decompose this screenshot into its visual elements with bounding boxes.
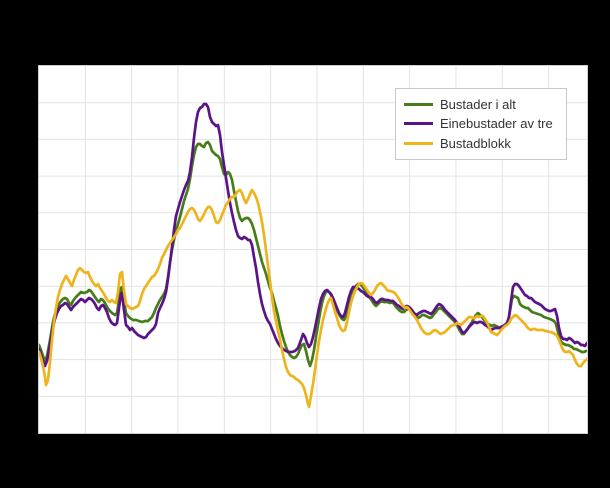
legend-label: Bustadblokk <box>440 135 511 151</box>
legend-swatch-purple <box>404 122 433 126</box>
legend: Bustader i alt Einebustader av tre Busta… <box>395 88 567 160</box>
legend-label: Bustader i alt <box>440 97 516 113</box>
legend-swatch-green <box>404 103 433 107</box>
legend-item-bustader-i-alt[interactable]: Bustader i alt <box>404 98 556 111</box>
legend-label: Einebustader av tre <box>440 116 553 132</box>
legend-item-einebustader-av-tre[interactable]: Einebustader av tre <box>404 117 556 130</box>
legend-swatch-yellow <box>404 141 433 145</box>
legend-item-bustadblokk[interactable]: Bustadblokk <box>404 137 556 150</box>
